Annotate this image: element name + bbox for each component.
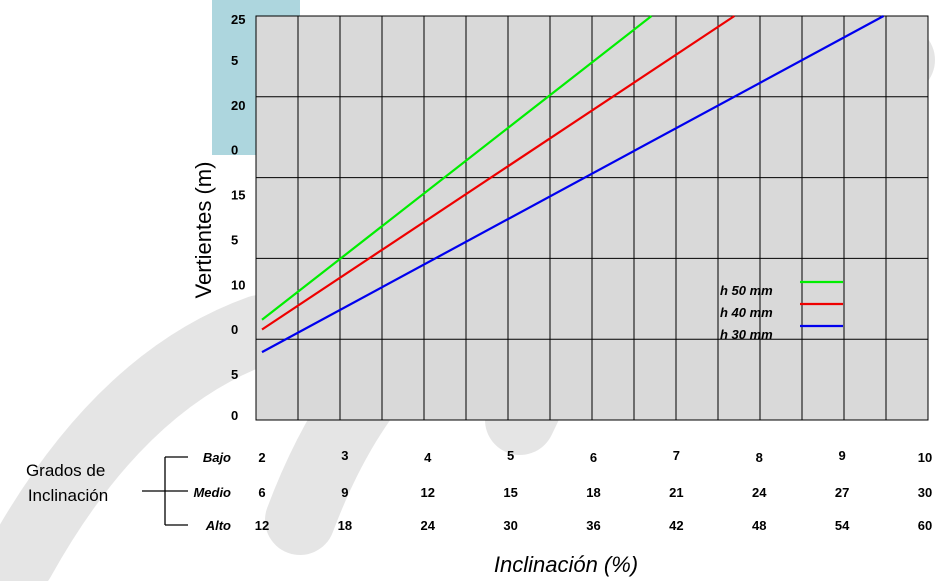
- x-tick-label: 2: [258, 450, 265, 465]
- x-tick-rows: Bajo 2 3 4 5 6 7 8 9 10 Medio 6 9 12 15 18 21 24 27 30 Alto 1…: [193, 448, 932, 533]
- x-tick-label: 48: [752, 518, 766, 533]
- x-tick-label: 12: [421, 485, 435, 500]
- y-tick-label: 15: [231, 188, 245, 203]
- y-tick-label: 5: [231, 367, 238, 382]
- x-tick-label: 24: [752, 485, 767, 500]
- x-tick-label: 54: [835, 518, 850, 533]
- y-tick-label: 0: [231, 143, 238, 158]
- x-tick-label: 10: [918, 450, 932, 465]
- series-line: [261, 15, 736, 331]
- y-tick-label: 5: [231, 232, 238, 247]
- x-tick-label: 5: [507, 448, 514, 463]
- series-line: [261, 15, 885, 354]
- legend-label: h 30 mm: [720, 327, 773, 342]
- watermark-stroke: [0, 295, 295, 581]
- x-tick-label: 42: [669, 518, 683, 533]
- x-tick-label: 60: [918, 518, 932, 533]
- x-tick-label: 24: [421, 518, 436, 533]
- x-tick-label: 4: [424, 450, 432, 465]
- y-axis-label: Vertientes (m): [191, 162, 216, 299]
- x-tick-label: 21: [669, 485, 683, 500]
- y-tick-label: 0: [231, 408, 238, 423]
- x-tick-label: 3: [341, 448, 348, 463]
- y-tick-label: 5: [231, 53, 238, 68]
- x-tick-label: 7: [673, 448, 680, 463]
- x-tick-label: 12: [255, 518, 269, 533]
- y-tick-label: 10: [231, 277, 245, 292]
- x-tick-label: 6: [258, 485, 265, 500]
- x-tick-label: 30: [918, 485, 932, 500]
- x-tick-label: 18: [338, 518, 352, 533]
- x-row-label: Bajo: [203, 450, 231, 465]
- x-tick-label: 9: [839, 448, 846, 463]
- x-tick-label: 6: [590, 450, 597, 465]
- series-line: [261, 15, 653, 321]
- grades-bracket: [142, 456, 188, 526]
- x-tick-label: 15: [503, 485, 517, 500]
- x-tick-label: 30: [503, 518, 517, 533]
- x-tick-label: 8: [756, 450, 763, 465]
- legend-label: h 40 mm: [720, 305, 773, 320]
- x-tick-label: 18: [586, 485, 600, 500]
- y-tick-label: 25: [231, 12, 245, 27]
- x-row-label: Medio: [193, 485, 231, 500]
- legend-label: h 50 mm: [720, 283, 773, 298]
- y-tick-label: 20: [231, 98, 245, 113]
- grid: [256, 16, 928, 420]
- grades-label: Grados de Inclinación: [26, 461, 110, 505]
- legend: h 50 mm h 40 mm h 30 mm: [720, 280, 843, 342]
- x-row-label: Alto: [205, 518, 231, 533]
- x-axis-label: Inclinación (%): [494, 552, 638, 577]
- x-tick-label: 36: [586, 518, 600, 533]
- y-tick-labels: 0 5 0 10 5 15 0 20 5 25: [231, 12, 245, 423]
- series-lines: [261, 15, 885, 354]
- y-tick-label: 0: [231, 322, 238, 337]
- x-tick-label: 27: [835, 485, 849, 500]
- x-tick-label: 9: [341, 485, 348, 500]
